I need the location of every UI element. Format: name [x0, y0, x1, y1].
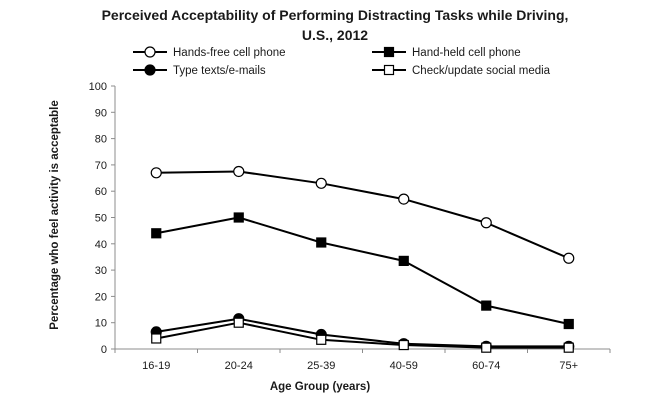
data-point-series-4: [151, 333, 162, 344]
x-tick-label: 75+: [559, 360, 578, 372]
legend-marker: [383, 64, 395, 76]
legend-label: Check/update social media: [412, 65, 551, 77]
chart-title: Perceived Acceptability of Performing Di…: [102, 7, 569, 23]
data-point-series-2: [563, 318, 574, 330]
data-point-series-4: [481, 342, 492, 353]
y-tick-label: 70: [95, 160, 107, 172]
data-point-series-1: [150, 167, 162, 179]
data-point-series-1: [398, 193, 410, 205]
data-point-series-2: [398, 255, 409, 266]
y-tick-label: 10: [95, 318, 107, 330]
series-line-4: [156, 321, 569, 349]
y-axis-label: Percentage who feel activity is acceptab…: [49, 100, 61, 329]
legend-item: Hand-held cell phone: [372, 46, 521, 59]
y-tick-label: 100: [89, 81, 107, 93]
legend-marker: [383, 46, 395, 58]
x-axis-label: Age Group (years): [270, 381, 370, 393]
legend-label: Hand-held cell phone: [412, 47, 521, 59]
y-tick-label: 60: [95, 186, 107, 198]
data-point-series-4: [398, 339, 409, 351]
legend-item: Type texts/e-mails: [133, 64, 266, 77]
data-point-series-2: [481, 300, 492, 311]
y-tick-label: 30: [95, 265, 107, 277]
x-axis: 16-19 20-24 25-39 40-59 60-74 75+: [114, 348, 611, 372]
y-tick-label: 20: [95, 291, 107, 303]
series-line-1: [156, 170, 570, 260]
data-point-series-1: [563, 252, 575, 264]
y-tick-label: 50: [95, 213, 107, 225]
x-tick-label: 40-59: [390, 360, 418, 372]
data-point-series-1: [315, 177, 327, 189]
data-point-series-1: [480, 217, 492, 229]
series-line-2: [156, 216, 569, 325]
y-tick-label: 0: [101, 344, 107, 356]
data-point-series-2: [316, 237, 327, 248]
data-point-series-4: [316, 334, 327, 345]
x-tick-label: 25-39: [307, 360, 335, 372]
data-point-series-2: [233, 212, 244, 223]
data-point-series-1: [233, 165, 245, 178]
chart-subtitle: U.S., 2012: [302, 27, 368, 43]
legend-marker: [144, 46, 156, 58]
legend: Hands-free cell phone Hand-held cell phon…: [133, 46, 551, 77]
legend-marker: [144, 64, 156, 76]
x-tick-label: 16-19: [142, 360, 170, 372]
x-tick-label: 60-74: [472, 360, 500, 372]
legend-label: Type texts/e-mails: [173, 65, 266, 77]
series-line-3: [156, 317, 569, 348]
y-tick-label: 80: [95, 134, 107, 146]
y-tick-label: 40: [95, 239, 107, 251]
legend-item: Check/update social media: [372, 64, 551, 77]
series-layer: [150, 165, 575, 353]
x-tick-label: 20-24: [225, 360, 253, 372]
y-tick-label: 90: [95, 107, 107, 119]
y-axis: 0 10 20 30 40 50 60 70 80 90 100: [89, 81, 116, 356]
data-point-series-4: [563, 342, 574, 353]
legend-item: Hands-free cell phone: [133, 46, 286, 59]
data-point-series-2: [151, 228, 162, 239]
legend-label: Hands-free cell phone: [173, 47, 286, 59]
data-point-series-4: [233, 317, 244, 328]
